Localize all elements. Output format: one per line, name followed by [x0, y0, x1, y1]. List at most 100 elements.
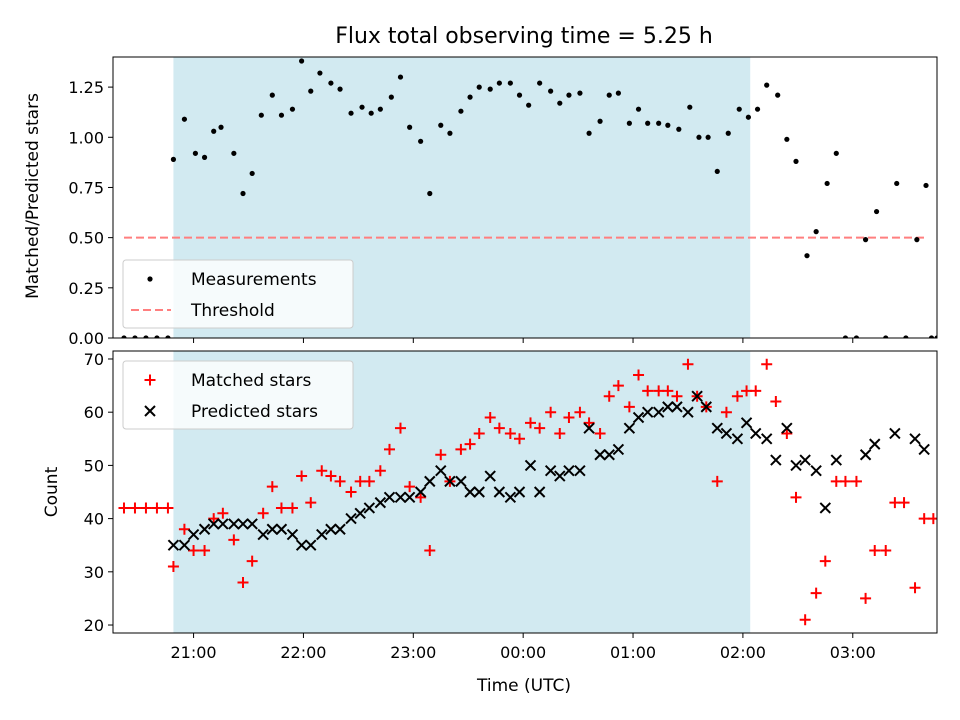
predicted-star-point — [632, 411, 645, 424]
x-axis-label: Time (UTC) — [476, 676, 571, 696]
x-tick-label: 02:00 — [720, 643, 766, 662]
measurement-point — [328, 80, 334, 86]
matched-star-point — [246, 555, 258, 567]
measurement-point — [201, 154, 208, 160]
predicted-star-point — [720, 427, 733, 440]
measurement-point — [181, 116, 188, 122]
chart-title: Flux total observing time = 5.25 h — [335, 24, 713, 49]
measurement-point — [388, 94, 394, 100]
predicted-star-point — [554, 470, 566, 482]
matched-star-point — [504, 427, 516, 439]
matched-star-point — [880, 545, 892, 557]
matched-star-point — [140, 502, 152, 514]
measurement-point — [914, 237, 920, 243]
matched-star-point — [228, 534, 240, 546]
matched-star-point — [682, 358, 694, 370]
predicted-star-point — [504, 491, 517, 504]
matched-star-point — [217, 507, 229, 519]
predicted-star-point — [583, 422, 595, 434]
predicted-star-point — [869, 438, 881, 450]
predicted-star-point — [325, 523, 337, 535]
measurement-point — [635, 106, 642, 112]
predicted-star-point — [731, 433, 744, 445]
measurement-point — [894, 180, 900, 187]
measurement-point — [537, 80, 543, 86]
predicted-star-point — [612, 443, 625, 456]
predicted-star-point — [464, 486, 476, 498]
top-data-layer — [121, 58, 937, 338]
predicted-star-point — [790, 459, 802, 472]
measurement-point — [299, 58, 305, 64]
top-y-axis-label: Matched/Predicted stars — [23, 93, 43, 299]
predicted-star-point — [641, 406, 654, 418]
predicted-star-point — [918, 443, 930, 456]
measurement-point — [348, 110, 354, 116]
legend-entry-label: Threshold — [190, 301, 275, 321]
matched-star-point — [662, 385, 674, 397]
bottom-y-tick-label: 70 — [84, 350, 104, 369]
measurement-point — [418, 138, 424, 144]
matched-star-point — [237, 576, 249, 588]
predicted-star-point — [830, 454, 842, 466]
predicted-star-point — [178, 539, 191, 551]
matched-star-point — [345, 486, 357, 498]
matched-star-point — [819, 555, 831, 567]
predicted-star-point — [594, 449, 606, 461]
predicted-star-point — [275, 523, 288, 535]
measurement-point — [249, 170, 255, 177]
matched-star-point — [574, 406, 586, 418]
measurement-point — [842, 335, 849, 338]
legend-dot-swatch — [147, 276, 153, 282]
matched-star-point — [869, 545, 881, 557]
matched-star-point — [208, 513, 220, 525]
matched-star-point — [781, 427, 793, 439]
x-tick-label: 22:00 — [280, 643, 326, 662]
predicted-star-point — [257, 528, 269, 541]
measurement-point — [645, 120, 651, 126]
measurement-point — [368, 110, 374, 116]
measurement-point — [359, 104, 365, 110]
measurement-point — [165, 335, 171, 338]
predicted-star-point — [473, 486, 485, 498]
predicted-star-point — [662, 401, 674, 413]
matched-star-point — [199, 545, 211, 557]
measurement-point — [467, 94, 473, 100]
measurement-point — [258, 112, 264, 118]
measurement-point — [566, 92, 572, 98]
matched-star-point — [612, 380, 624, 392]
star-counts-panel: 20 30 40 50 60 70 21:00 22:00 23:00 00:00 01:00 02:… — [84, 350, 959, 662]
measurement-point — [804, 253, 810, 259]
predicted-star-point — [533, 486, 546, 498]
legend-x-swatch — [144, 405, 156, 417]
measurement-point — [557, 100, 563, 106]
measurement-point — [447, 130, 453, 136]
predicted-star-point — [652, 406, 665, 418]
measurement-point — [793, 158, 799, 164]
matched-star-point — [948, 513, 959, 524]
measurement-point — [377, 106, 383, 112]
matched-star-point — [374, 465, 386, 477]
predicted-star-point — [217, 518, 229, 530]
measurement-point — [833, 150, 839, 156]
matched-star-point — [799, 614, 811, 626]
matched-star-point — [316, 465, 328, 477]
matched-star-point — [167, 560, 179, 572]
predicted-star-point — [909, 433, 921, 445]
matched-star-point — [286, 502, 298, 514]
measurement-point — [407, 124, 413, 130]
measurement-point — [170, 156, 177, 162]
predicted-star-point — [671, 401, 683, 413]
matched-star-point — [642, 385, 654, 397]
top-y-tick-label: 0.00 — [68, 329, 104, 348]
measurement-point — [883, 335, 889, 338]
measurement-point — [240, 190, 246, 197]
predicted-star-point — [810, 465, 822, 477]
matched-star-point — [415, 491, 427, 503]
matched-star-point — [603, 390, 615, 402]
predicted-star-point — [513, 486, 526, 498]
measurement-point — [754, 106, 761, 112]
matched-star-point — [633, 369, 645, 381]
matched-star-point — [524, 417, 536, 429]
measurement-point — [438, 122, 444, 128]
